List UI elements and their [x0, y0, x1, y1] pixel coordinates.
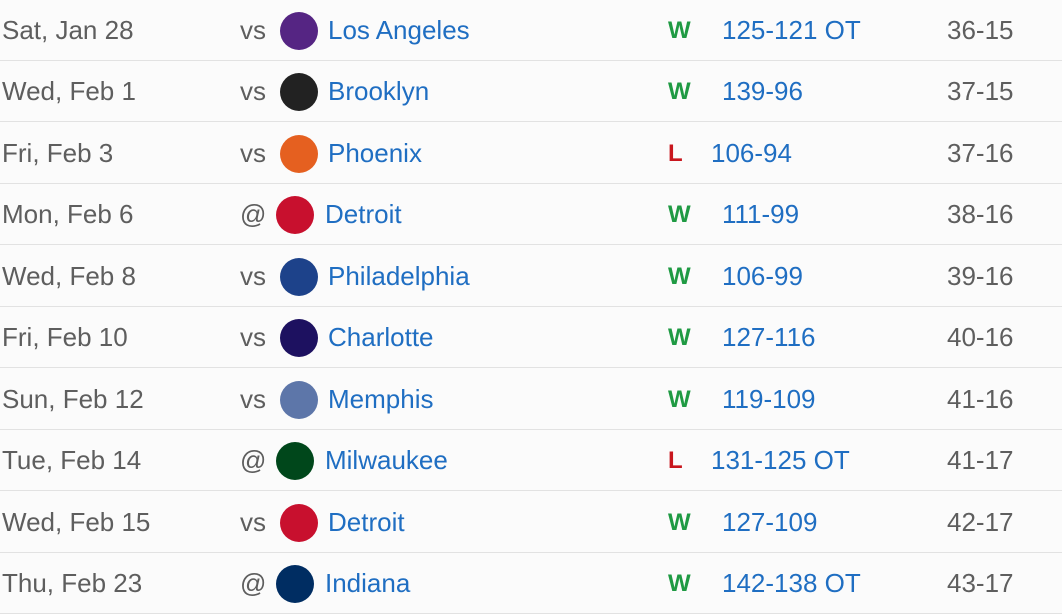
game-date: Fri, Feb 10 [2, 322, 128, 352]
score-link[interactable]: 131-125 OT [711, 445, 850, 475]
home-away: vs [240, 137, 266, 168]
home-away: vs [240, 76, 266, 106]
game-date: Wed, Feb 8 [2, 260, 136, 291]
season-record: 39-16 [947, 260, 1014, 291]
opponent-link[interactable]: Detroit [328, 506, 405, 537]
game-result: W [668, 78, 691, 105]
team-logo [280, 380, 318, 419]
game-date: Sun, Feb 12 [2, 383, 144, 414]
opponent-link[interactable]: Brooklyn [328, 76, 430, 106]
opponent-link[interactable]: Milwaukee [325, 445, 448, 475]
opponent-link[interactable]: Los Angeles [328, 14, 470, 45]
team-logo [276, 442, 314, 480]
score-link[interactable]: 139-96 [722, 76, 803, 106]
season-record: 37-15 [947, 76, 1014, 106]
home-away: vs [240, 322, 266, 352]
score-link[interactable]: 119-109 [722, 383, 816, 414]
game-result: W [668, 385, 691, 413]
game-result: L [668, 447, 683, 474]
game-row: Fri, Feb 10 vs Charlotte W 127-116 40-16 [0, 307, 1062, 368]
season-record: 40-16 [947, 322, 1014, 352]
season-record: 37-16 [947, 137, 1014, 168]
game-row: Fri, Feb 3 vs Phoenix L 106-94 37-16 [0, 123, 1062, 184]
game-result: W [668, 570, 691, 597]
team-logo [280, 257, 318, 296]
game-row: Sat, Jan 28 vs Los Angeles W 125-121 OT 36-15 [0, 0, 1062, 61]
game-date: Tue, Feb 14 [2, 445, 142, 475]
team-logo [280, 319, 318, 357]
opponent-link[interactable]: Phoenix [328, 137, 422, 168]
game-row: Wed, Feb 1 vs Brooklyn W 139-96 37-15 [0, 61, 1062, 122]
team-logo [280, 134, 318, 173]
score-link[interactable]: 127-109 [722, 506, 818, 537]
home-away: vs [240, 383, 266, 414]
opponent-link[interactable]: Charlotte [328, 322, 434, 352]
season-record: 38-16 [947, 199, 1014, 229]
home-away: @ [240, 568, 267, 598]
game-row: Mon, Feb 6 @ Detroit W 111-99 38-16 [0, 184, 1062, 245]
team-logo [276, 196, 314, 234]
opponent-link[interactable]: Memphis [328, 383, 434, 414]
home-away: vs [240, 14, 266, 45]
score-link[interactable]: 111-99 [722, 199, 800, 229]
game-row: Thu, Feb 23 @ Indiana W 142-138 OT 43-17 [0, 553, 1062, 614]
game-date: Fri, Feb 3 [2, 137, 114, 168]
home-away: vs [240, 260, 266, 291]
score-link[interactable]: 127-116 [722, 322, 816, 352]
score-link[interactable]: 106-99 [722, 260, 803, 291]
game-row: Wed, Feb 8 vs Philadelphia W 106-99 39-16 [0, 246, 1062, 307]
game-date: Wed, Feb 15 [2, 506, 151, 537]
game-row: Sun, Feb 12 vs Memphis W 119-109 41-16 [0, 369, 1062, 430]
season-record: 41-16 [947, 383, 1014, 414]
home-away: vs [240, 506, 266, 537]
home-away: @ [240, 445, 267, 475]
home-away: @ [240, 199, 267, 229]
game-row: Tue, Feb 14 @ Milwaukee L 131-125 OT 41-17 [0, 430, 1062, 491]
game-date: Sat, Jan 28 [2, 14, 134, 45]
season-record: 42-17 [947, 506, 1014, 537]
game-result: W [668, 324, 691, 351]
score-link[interactable]: 142-138 OT [722, 568, 861, 598]
team-logo [280, 73, 318, 111]
game-date: Wed, Feb 1 [2, 76, 136, 106]
game-date: Thu, Feb 23 [2, 568, 143, 598]
score-link[interactable]: 106-94 [711, 137, 792, 168]
opponent-link[interactable]: Philadelphia [328, 260, 470, 291]
game-result: W [668, 201, 691, 228]
opponent-link[interactable]: Indiana [325, 568, 411, 598]
season-record: 36-15 [947, 14, 1014, 45]
game-date: Mon, Feb 6 [2, 199, 134, 229]
game-result: W [668, 262, 691, 290]
game-result: L [668, 139, 683, 167]
game-row: Wed, Feb 15 vs Detroit W 127-109 42-17 [0, 492, 1062, 553]
team-logo [280, 11, 318, 50]
team-logo [276, 565, 314, 603]
team-logo [280, 503, 318, 542]
game-result: W [668, 16, 691, 44]
opponent-link[interactable]: Detroit [325, 199, 402, 229]
game-result: W [668, 508, 691, 536]
season-record: 43-17 [947, 568, 1014, 598]
score-link[interactable]: 125-121 OT [722, 14, 861, 45]
season-record: 41-17 [947, 445, 1014, 475]
